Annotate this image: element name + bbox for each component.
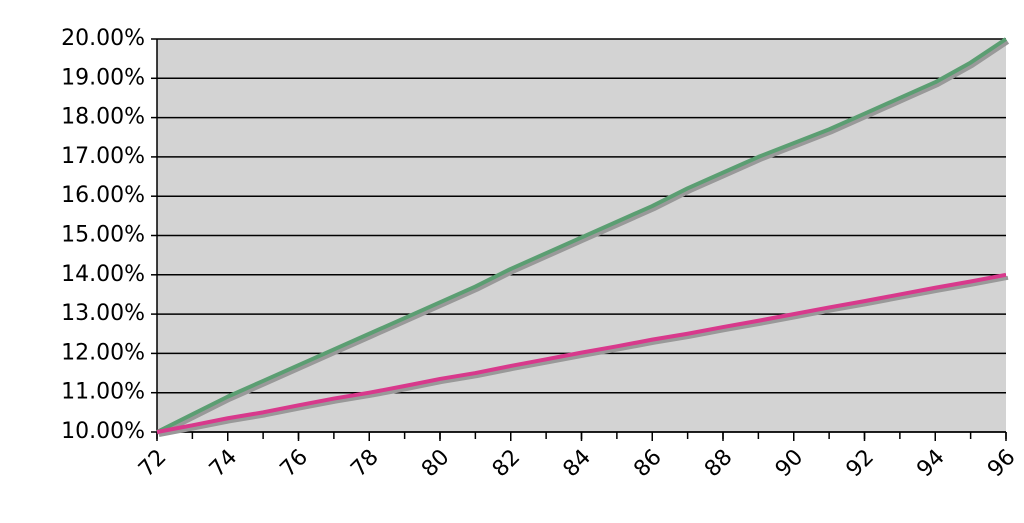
line [156, 272, 1007, 434]
line [156, 37, 1008, 434]
y-tick-label: 12.00% [61, 340, 145, 365]
x-tick-label: 82 [488, 445, 525, 482]
x-tick-label: 80 [417, 445, 454, 482]
x-tick-label: 96 [983, 445, 1020, 482]
x-tick-label: 90 [771, 445, 808, 482]
line-shadow [158, 275, 1009, 437]
line-shadow [158, 40, 1010, 437]
y-tick-label: 17.00% [61, 144, 145, 169]
y-tick-label: 18.00% [61, 105, 145, 130]
y-tick-label: 14.00% [61, 262, 145, 287]
x-tick-label: 76 [276, 445, 313, 482]
x-tick-label: 72 [134, 445, 171, 482]
x-tick-label: 84 [559, 445, 596, 482]
y-tick-label: 13.00% [61, 301, 145, 326]
y-tick-label: 15.00% [61, 223, 145, 248]
x-tick-label: 74 [205, 445, 242, 482]
y-tick-label: 11.00% [61, 380, 145, 405]
x-tick-label: 92 [842, 445, 879, 482]
y-tick-label: 10.00% [61, 419, 145, 444]
x-tick-label: 78 [346, 445, 383, 482]
y-tick-label: 20.00% [61, 26, 145, 51]
y-tick-label: 16.00% [61, 183, 145, 208]
y-tick-label: 19.00% [61, 65, 145, 90]
x-tick-label: 88 [700, 445, 737, 482]
x-tick-label: 94 [912, 445, 949, 482]
x-tick-label: 86 [629, 445, 666, 482]
